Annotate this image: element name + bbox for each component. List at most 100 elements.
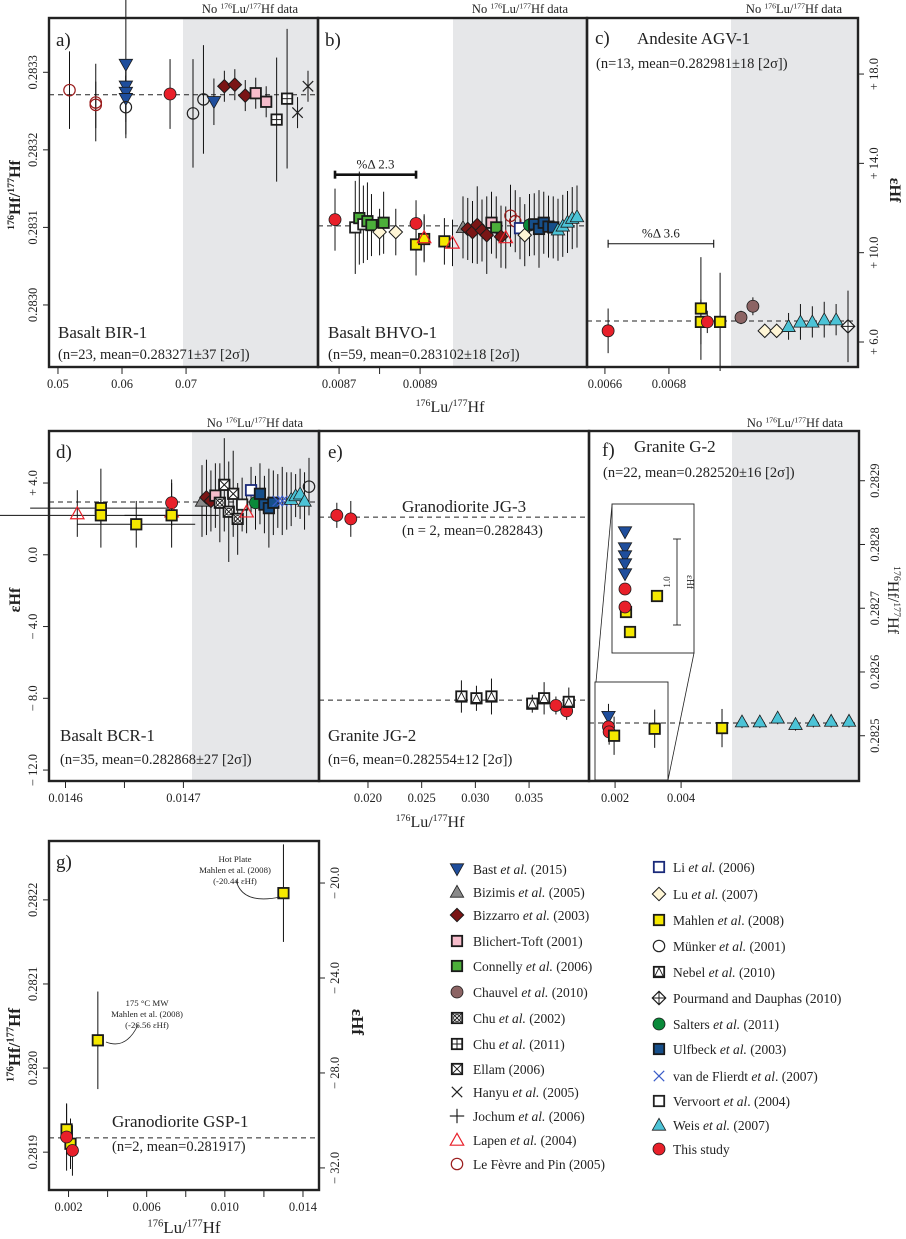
legend-item-connelly: Connelly et al. (2006) [450,959,592,974]
label-part: No [207,416,225,430]
data-point-this [66,1144,79,1157]
legend-author: Vervoort [673,1094,724,1109]
data-point-mahlen [607,729,621,742]
legend-label: Bizzarro et al. (2003) [473,908,589,923]
callout-text: Hot Plate [219,854,252,864]
data-point-lapen [69,505,86,520]
data-point-this [330,508,344,522]
legend-marker-lu [651,886,667,902]
legend-etal: et al [718,913,742,928]
panel-label: c) [595,28,610,49]
y-tick-label: − 12.0 [26,754,40,786]
isotope-superscript: 176 [416,398,431,409]
legend-author: Salters [673,1017,713,1032]
legend-year: (2001) [746,939,785,954]
inset-scale-value: 1.0 [662,576,672,588]
data-point-this [700,315,714,329]
panel-label: b) [325,30,341,51]
legend-etal: et al. [719,939,746,954]
inset-point-bast [617,558,633,572]
y-tick-label: 0.2819 [26,1135,40,1169]
sample-stats-2: (n = 2, mean=0.282843) [402,523,543,539]
inset-point-mahlen [623,625,637,639]
legend-year: (2006) [715,860,754,875]
label-part: Hf [448,814,466,831]
sample-stats: (n=23, mean=0.283271±37 [2σ]) [58,347,250,363]
x-axis-title-middle: 176Lu/177Hf [396,813,465,831]
legend-label: Weis et al. (2007) [673,1118,769,1133]
y2-tick-label: − 32.0 [328,1152,342,1184]
panel-label: f) [602,440,615,461]
legend-author: Jochum [473,1109,518,1124]
legend-marker-salters [652,1017,666,1031]
legend-author: Chu [473,1011,499,1026]
legend-author: Ulfbeck [673,1042,720,1057]
legend-etal: et al. [709,965,736,980]
data-point-mahlen [694,302,708,315]
legend-item-lapen: Lapen et al. (2004) [449,1132,576,1148]
legend-author: Hanyu [473,1085,512,1100]
inset-point-this [618,600,632,614]
legend-year: . (2007) [775,1069,818,1084]
y2-tick-label: 0.2829 [868,464,882,498]
sample-stats: (n=6, mean=0.282554±12 [2σ]) [328,752,513,768]
legend-year: (2002) [526,1011,565,1026]
data-point-weis [828,312,844,326]
legend-item-vervoort: Vervoort et al. (2004) [652,1094,790,1109]
y2-tick-label: 0.2827 [868,591,882,625]
isotope-superscript: 176 [6,215,17,230]
data-point-weis [793,314,808,328]
data-point-bizzarro [227,77,243,93]
x-axis-title-g: 176Lu/177Hf [147,1218,220,1237]
legend-label: Nebel et al. (2010) [673,965,775,980]
legend-item-bizimis: Bizimis et al. (2005) [449,884,585,900]
data-point-blichert [260,95,273,108]
x-tick-label: 0.030 [461,791,489,805]
legend-marker-weis [651,1117,667,1131]
panel-label: d) [56,442,72,463]
data-point-this [328,213,342,227]
legend-etal: et al. [521,985,548,1000]
y2-tick-label: 0.2826 [868,655,882,689]
x-tick-label: 0.0146 [48,791,82,805]
data-point-bast [118,58,134,73]
legend-marker-ulfbeck [652,1042,666,1056]
y-tick-label: + 4.0 [26,470,40,496]
legend-item-bizzarro: Bizzarro et al. (2003) [449,907,589,923]
isotope-superscript: 177 [891,602,902,617]
legend-etal: et al. [691,887,718,902]
legend-author: Chauvel [473,985,521,1000]
legend-label: van de Flierdt et al. (2007) [673,1069,818,1084]
x-tick-label: 0.05 [47,377,69,391]
legend-item-ellam: Ellam (2006) [450,1062,545,1077]
legend-etal: et al. [713,1017,740,1032]
label-part: No [746,2,764,16]
panel-e: 0.020 0.025 0.030 0.035 e) Granite JG-2 (n=6, … [317,429,591,805]
panel-g: 0.002 0.006 0.010 0.014 0.2819 0.2820 0.2821 0.… [26,839,342,1214]
data-point-connelly [377,216,390,229]
legend-item-ulfbeck: Ulfbeck et al. (2003) [652,1042,786,1057]
y2-tick-label: − 24.0 [328,962,342,994]
legend-year: . (2008) [741,913,784,928]
data-point-nebel [485,690,498,703]
data-point-ulfbeck [267,496,280,509]
legend-etal: et al. [499,1037,526,1052]
data-point-weis [297,493,312,507]
sample-name: Basalt BIR-1 [58,323,147,342]
data-point-ulfbeck [253,487,267,500]
legend-year: (2001) [543,934,582,949]
sample-name: Basalt BCR-1 [60,726,155,745]
legend-label: This study [673,1142,730,1157]
legend-marker-jochum [449,1108,465,1124]
legend-item-chu11: Chu et al. (2011) [450,1037,565,1052]
legend-label: Connelly et al. (2006) [473,959,592,974]
legend-item-bast: Bast et al. (2015) [449,862,567,877]
legend-label: Salters et al. (2011) [673,1017,779,1032]
callout-text: (-26.56 εHf) [125,1020,169,1030]
legend-label: Hanyu et al. (2005) [473,1085,579,1100]
sample-name: Granite JG-2 [328,726,416,745]
sample-stats: (n=59, mean=0.283102±18 [2σ]) [328,347,520,363]
label-part: Lu/ [237,416,255,430]
label-part: Hf data [531,2,569,16]
percent-delta-bar [607,239,715,248]
